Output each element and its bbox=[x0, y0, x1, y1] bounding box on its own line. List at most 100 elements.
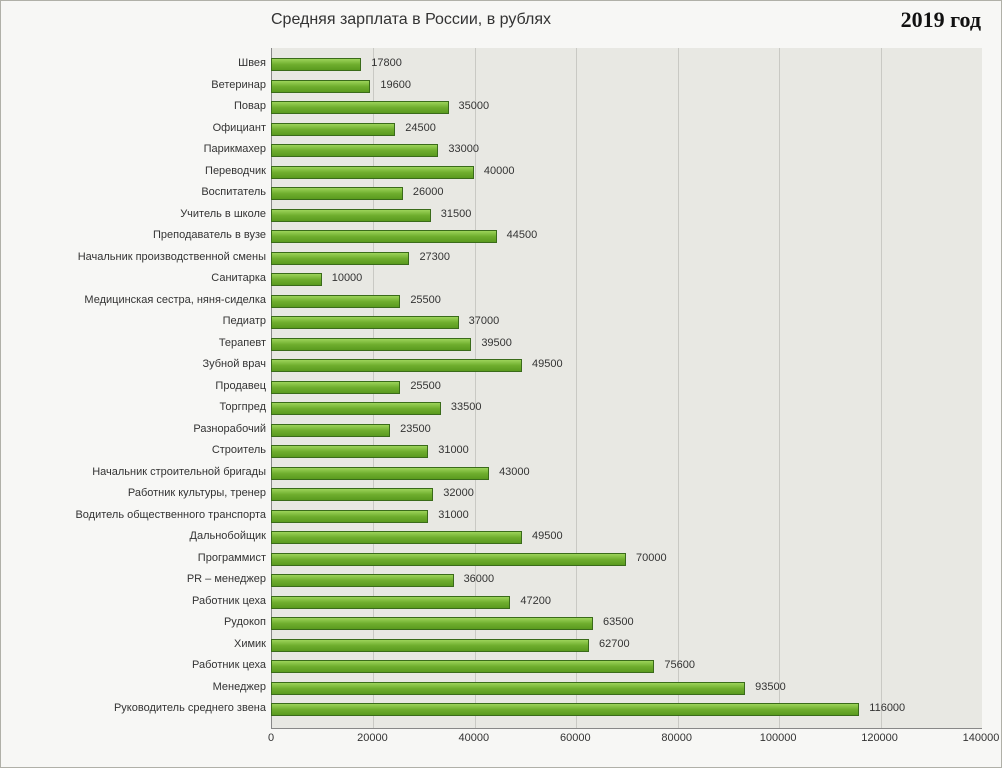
bar bbox=[271, 574, 454, 587]
category-label: Торгпред bbox=[220, 401, 266, 413]
x-tick-label: 140000 bbox=[963, 732, 1000, 744]
category-label: Педиатр bbox=[223, 315, 266, 327]
bar bbox=[271, 381, 400, 394]
value-label: 116000 bbox=[869, 702, 905, 714]
value-label: 44500 bbox=[507, 229, 538, 241]
bar-row: Терапевт 39500 bbox=[1, 334, 1001, 355]
bar-row: Дальнобойщик49500 bbox=[1, 527, 1001, 548]
bar-row: Швея 17800 bbox=[1, 54, 1001, 75]
category-label: Официант bbox=[213, 122, 266, 134]
x-tick-label: 0 bbox=[268, 732, 274, 744]
bar-row: Торгпред 33500 bbox=[1, 398, 1001, 419]
category-label: Начальник строительной бригады bbox=[92, 466, 266, 478]
bar-row: Строитель31000 bbox=[1, 441, 1001, 462]
chart-container: Средняя зарплата в России, в рублях 2019… bbox=[0, 0, 1002, 768]
value-label: 33500 bbox=[451, 401, 482, 413]
bar bbox=[271, 166, 474, 179]
bar-row: Парикмахер 33000 bbox=[1, 140, 1001, 161]
category-label: Химик bbox=[234, 638, 266, 650]
x-tick-label: 80000 bbox=[661, 732, 692, 744]
value-label: 35000 bbox=[459, 100, 490, 112]
category-label: Переводчик bbox=[205, 165, 266, 177]
value-label: 62700 bbox=[599, 638, 630, 650]
chart-title: Средняя зарплата в России, в рублях bbox=[271, 11, 551, 29]
category-label: Терапевт bbox=[219, 337, 266, 349]
bar bbox=[271, 424, 390, 437]
category-label: Работник цеха bbox=[192, 595, 266, 607]
bar-row: Учитель в школе 31500 bbox=[1, 205, 1001, 226]
category-label: Учитель в школе bbox=[180, 208, 266, 220]
bar bbox=[271, 682, 745, 695]
bar bbox=[271, 101, 449, 114]
bar-row: Продавец25500 bbox=[1, 377, 1001, 398]
value-label: 31500 bbox=[441, 208, 472, 220]
bar bbox=[271, 252, 409, 265]
value-label: 32000 bbox=[443, 487, 474, 499]
value-label: 49500 bbox=[532, 530, 563, 542]
bar bbox=[271, 58, 361, 71]
category-label: Работник цеха bbox=[192, 659, 266, 671]
bar bbox=[271, 553, 626, 566]
value-label: 75600 bbox=[664, 659, 695, 671]
bar bbox=[271, 488, 433, 501]
value-label: 40000 bbox=[484, 165, 515, 177]
bar bbox=[271, 187, 403, 200]
category-label: Начальник производственной смены bbox=[78, 251, 266, 263]
category-label: Преподаватель в вузе bbox=[153, 229, 266, 241]
category-label: Ветеринар bbox=[211, 79, 266, 91]
category-label: Водитель общественного транспорта bbox=[75, 509, 266, 521]
bar-row: Официант24500 bbox=[1, 119, 1001, 140]
year-label: 2019 год bbox=[901, 7, 981, 33]
bar bbox=[271, 703, 859, 716]
bar bbox=[271, 639, 589, 652]
value-label: 93500 bbox=[755, 681, 786, 693]
bar-row: Работник культуры, тренер 32000 bbox=[1, 484, 1001, 505]
value-label: 23500 bbox=[400, 423, 431, 435]
bar bbox=[271, 209, 431, 222]
value-label: 31000 bbox=[438, 444, 469, 456]
category-label: Рудокоп bbox=[224, 616, 266, 628]
category-label: Зубной врач bbox=[202, 358, 266, 370]
bar bbox=[271, 295, 400, 308]
value-label: 47200 bbox=[520, 595, 551, 607]
category-label: Парикмахер bbox=[204, 143, 266, 155]
bar bbox=[271, 123, 395, 136]
value-label: 39500 bbox=[481, 337, 512, 349]
bar-row: Начальник строительной бригады 43000 bbox=[1, 463, 1001, 484]
x-tick-label: 40000 bbox=[459, 732, 490, 744]
category-label: Повар bbox=[234, 100, 266, 112]
value-label: 36000 bbox=[464, 573, 495, 585]
bar bbox=[271, 617, 593, 630]
bar-row: Медицинская сестра, няня-сиделка 25500 bbox=[1, 291, 1001, 312]
bar-row: Рудокоп63500 bbox=[1, 613, 1001, 634]
bar bbox=[271, 273, 322, 286]
category-label: Менеджер bbox=[213, 681, 266, 693]
category-label: Работник культуры, тренер bbox=[128, 487, 266, 499]
value-label: 25500 bbox=[410, 294, 441, 306]
bar bbox=[271, 596, 510, 609]
bar bbox=[271, 230, 497, 243]
value-label: 49500 bbox=[532, 358, 563, 370]
value-label: 27300 bbox=[419, 251, 450, 263]
bar-row: Водитель общественного транспорта31000 bbox=[1, 506, 1001, 527]
bar bbox=[271, 359, 522, 372]
category-label: Медицинская сестра, няня-сиделка bbox=[84, 294, 266, 306]
value-label: 43000 bbox=[499, 466, 530, 478]
value-label: 19600 bbox=[380, 79, 411, 91]
bar-row: Санитарка10000 bbox=[1, 269, 1001, 290]
bar-row: Руководитель среднего звена116000 bbox=[1, 699, 1001, 720]
x-tick-label: 100000 bbox=[760, 732, 797, 744]
bar bbox=[271, 510, 428, 523]
value-label: 33000 bbox=[448, 143, 479, 155]
category-label: Воспитатель bbox=[201, 186, 266, 198]
category-label: Швея bbox=[238, 57, 266, 69]
value-label: 17800 bbox=[371, 57, 402, 69]
bar-row: Повар 35000 bbox=[1, 97, 1001, 118]
bar-row: Работник цеха 47200 bbox=[1, 592, 1001, 613]
bar-row: Зубной врач 49500 bbox=[1, 355, 1001, 376]
bar-row: Педиатр37000 bbox=[1, 312, 1001, 333]
bar-row: PR – менеджер36000 bbox=[1, 570, 1001, 591]
value-label: 10000 bbox=[332, 272, 363, 284]
bar-row: Ветеринар 19600 bbox=[1, 76, 1001, 97]
bar-row: Преподаватель в вузе 44500 bbox=[1, 226, 1001, 247]
